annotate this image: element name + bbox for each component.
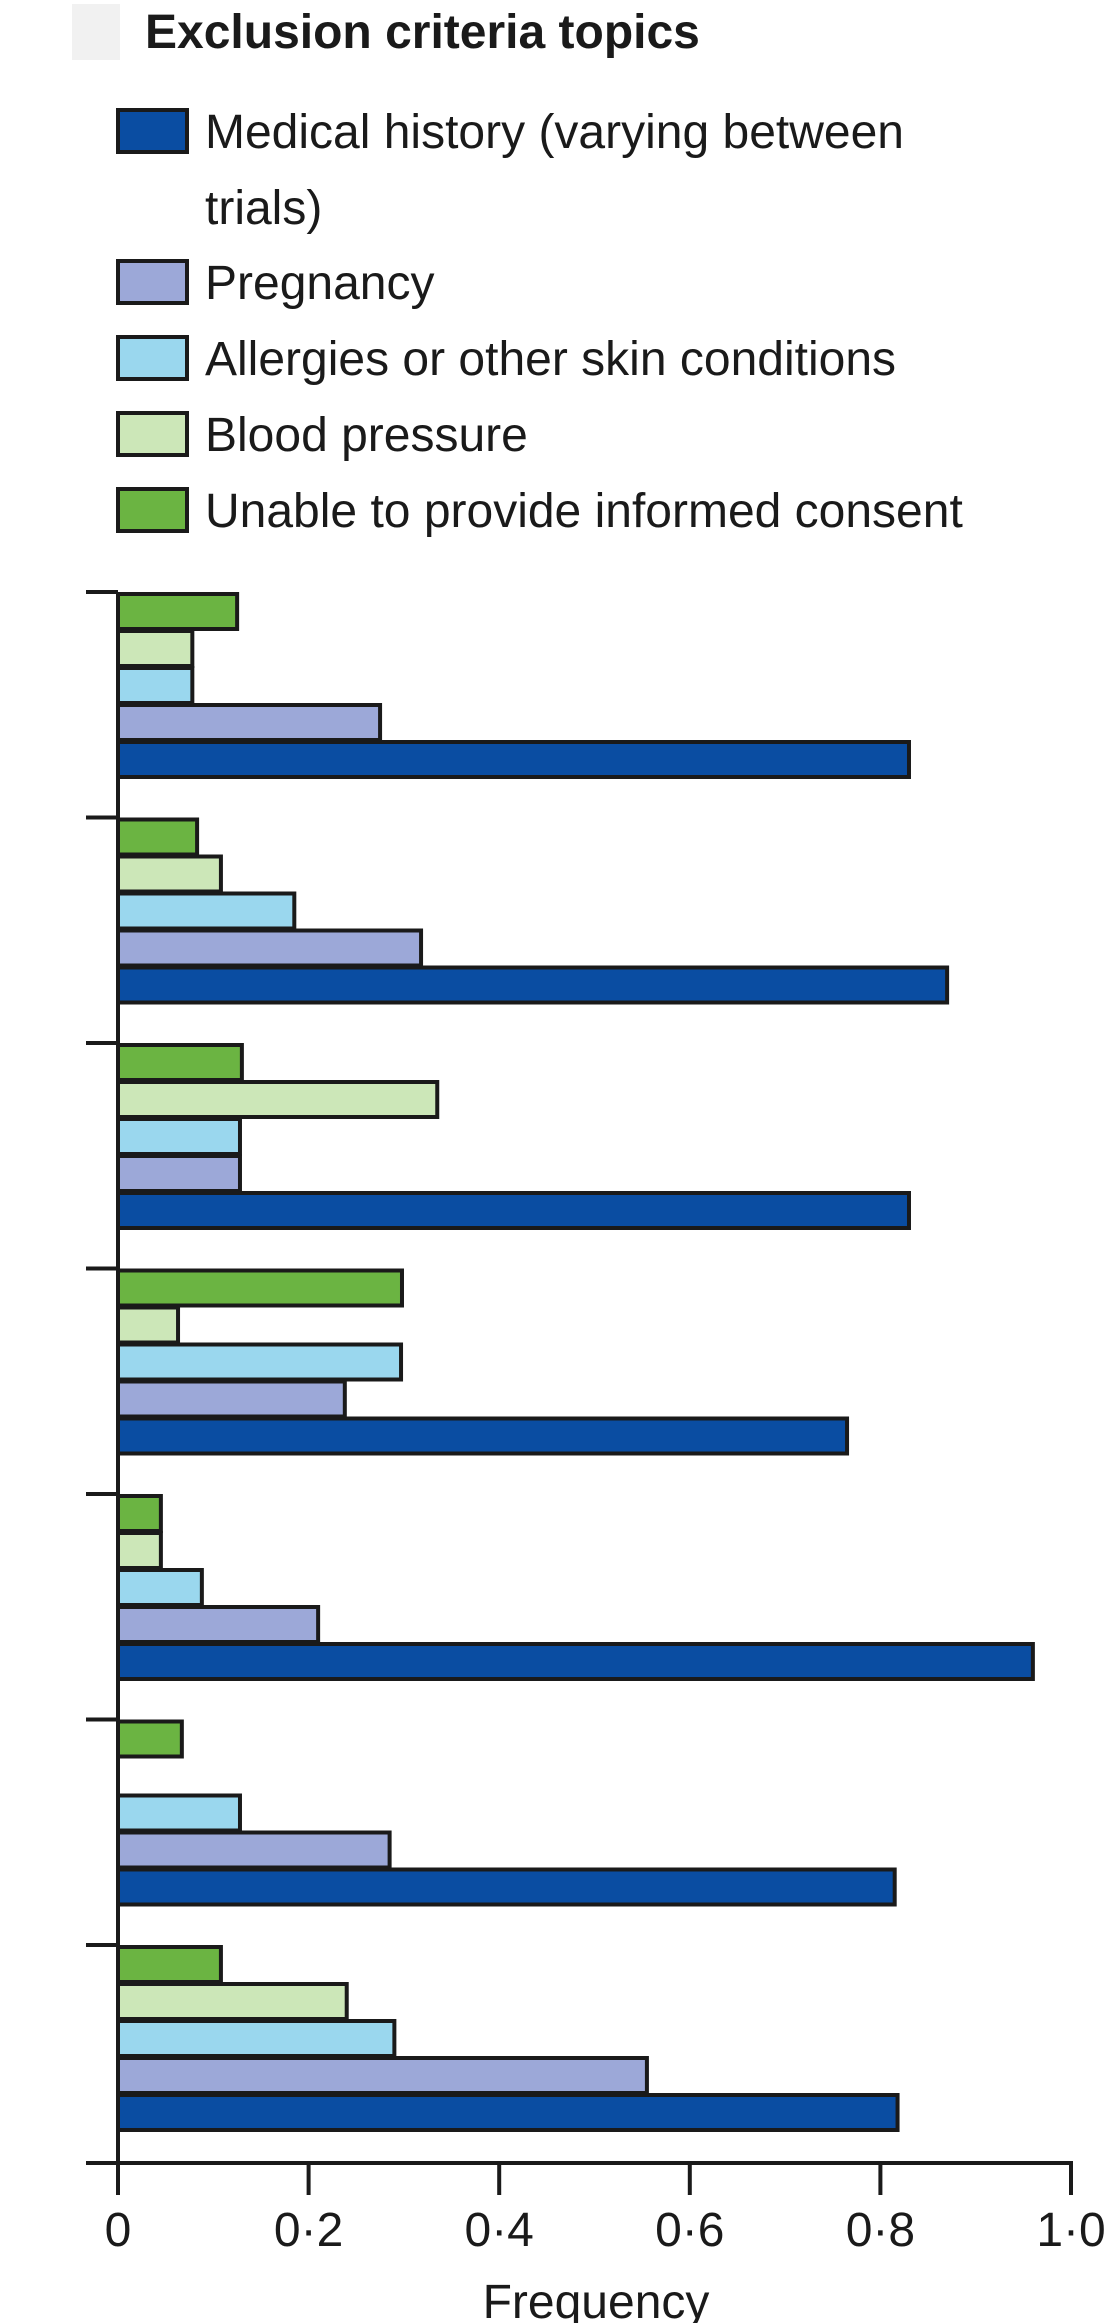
x-tick-label: 0·8 [846, 2204, 915, 2257]
bar [116, 1945, 223, 1984]
x-tick-label: 0·2 [274, 2204, 343, 2257]
bar [116, 1416, 850, 1456]
legend-swatch [116, 487, 189, 533]
bar [116, 817, 200, 857]
bar [116, 1494, 163, 1533]
legend-label: Unable to provide informed consent [205, 485, 963, 538]
x-tick-label: 0·6 [655, 2204, 724, 2257]
bar [116, 2019, 397, 2058]
bar [116, 1982, 349, 2021]
bar [116, 891, 297, 931]
legend: Exclusion criteria topics Medical histor… [72, 4, 963, 538]
bar [116, 2093, 900, 2132]
bars [116, 592, 1035, 2132]
legend-title: Exclusion criteria topics [145, 6, 700, 59]
bar [116, 1191, 911, 1230]
legend-label: Medical history (varying between [205, 106, 904, 159]
bar [116, 928, 424, 968]
bar [116, 629, 195, 668]
bar [116, 1117, 242, 1156]
legend-label: Pregnancy [205, 257, 434, 310]
x-tick-label: 1·0 [1036, 2204, 1105, 2257]
bar [116, 1268, 404, 1308]
x-tick-label: 0 [105, 2204, 132, 2257]
legend-label: Blood pressure [205, 409, 528, 462]
bar [116, 1867, 897, 1907]
bar [116, 1154, 242, 1193]
bar [116, 592, 240, 631]
bar [116, 1531, 163, 1570]
legend-label: trials) [205, 182, 322, 235]
bar [116, 1568, 204, 1607]
bar [116, 1605, 321, 1644]
bar [116, 1305, 181, 1345]
legend-corner-shade [72, 4, 120, 60]
legend-swatch [116, 411, 189, 457]
legend-swatch [116, 259, 189, 305]
legend-swatch [116, 108, 189, 154]
bar [116, 666, 195, 705]
bar [116, 854, 223, 894]
bar [116, 1080, 440, 1119]
bar [116, 965, 950, 1005]
bar [116, 1793, 242, 1833]
axes: 0 0·2 0·4 0·6 0·8 1·0 [86, 590, 1106, 2257]
bar [116, 740, 911, 779]
bar [116, 703, 383, 742]
bar [116, 1342, 404, 1382]
bar [116, 2056, 649, 2095]
bar [116, 1830, 392, 1870]
bar [116, 1642, 1035, 1681]
bar [116, 1719, 184, 1759]
legend-label: Allergies or other skin conditions [205, 333, 896, 386]
bar [116, 1379, 347, 1419]
bar [116, 1043, 244, 1082]
x-axis-label: Frequency [483, 2276, 710, 2323]
legend-swatch [116, 335, 189, 381]
x-tick-label: 0·4 [465, 2204, 534, 2257]
